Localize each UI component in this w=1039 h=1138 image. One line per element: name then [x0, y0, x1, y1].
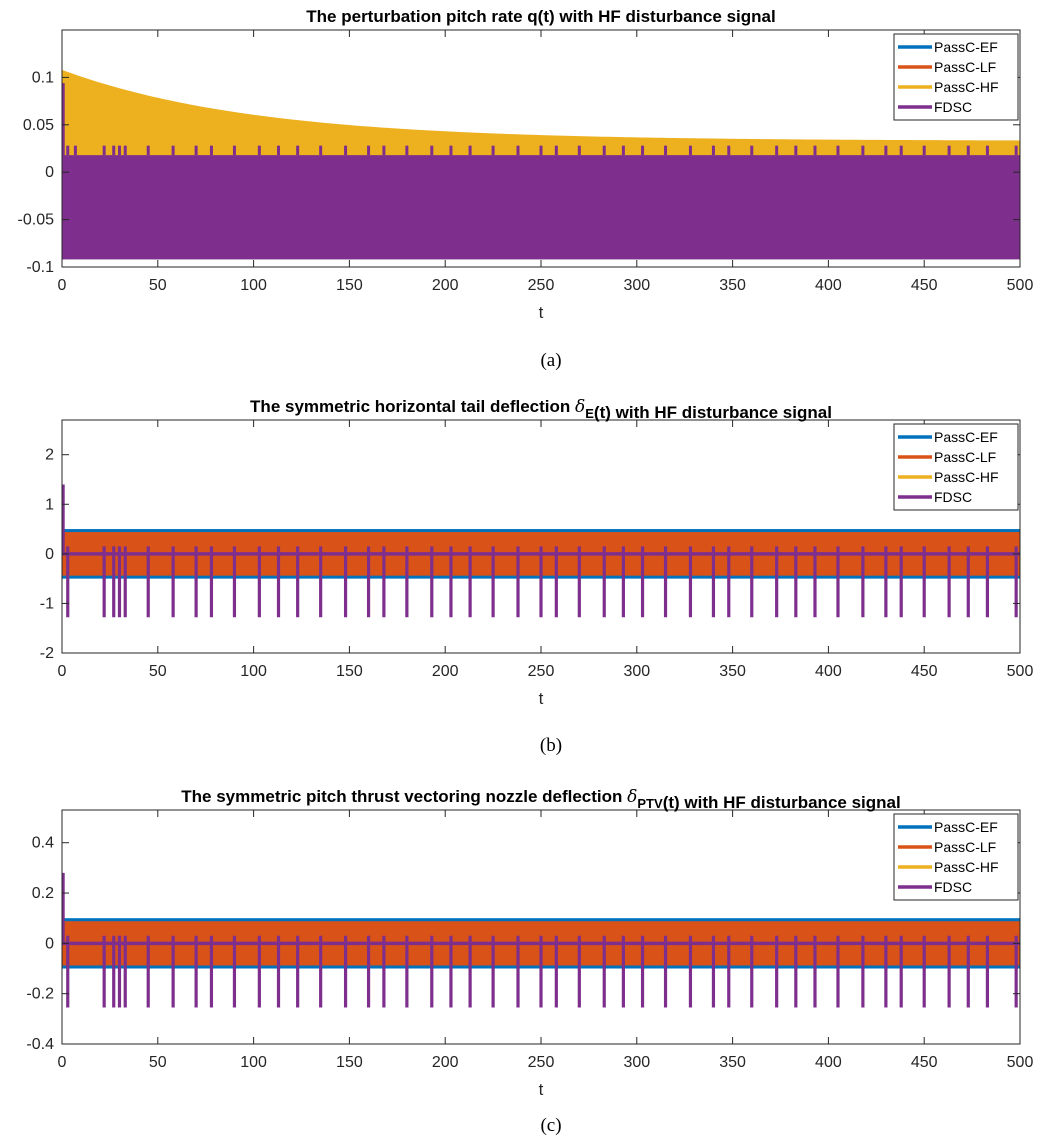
- x-tick-label: 350: [719, 1054, 746, 1071]
- plot-area: [62, 69, 1020, 260]
- x-tick-label: 450: [911, 1054, 938, 1071]
- x-tick-label: 0: [58, 1054, 67, 1071]
- x-tick-label: 350: [719, 277, 746, 294]
- x-tick-label: 100: [240, 663, 267, 680]
- y-tick-label: 0.1: [32, 69, 54, 86]
- y-tick-label: -1: [40, 595, 54, 612]
- x-tick-label: 50: [149, 1054, 167, 1071]
- x-tick-label: 150: [336, 663, 363, 680]
- legend-entry: FDSC: [934, 99, 972, 115]
- band: [62, 155, 1020, 260]
- legend: PassC-EF PassC-LF PassC-HF FDSC: [893, 33, 1019, 121]
- y-tick-label: 0: [45, 935, 54, 952]
- x-tick-label: 150: [336, 1054, 363, 1071]
- x-tick-label: 100: [240, 277, 267, 294]
- x-tick-label: 0: [58, 277, 67, 294]
- x-tick-label: 500: [1007, 277, 1034, 294]
- x-tick-label: 300: [623, 277, 650, 294]
- legend-entry: PassC-LF: [934, 59, 996, 75]
- y-tick-label: -0.05: [18, 212, 55, 229]
- x-tick-label: 50: [149, 277, 167, 294]
- x-tick-label: 500: [1007, 1054, 1034, 1071]
- x-tick-label: 400: [815, 277, 842, 294]
- chart-title: The perturbation pitch rate q(t) with HF…: [306, 7, 775, 26]
- x-tick-label: 200: [432, 1054, 459, 1071]
- y-tick-label: 2: [45, 447, 54, 464]
- y-tick-label: 0.4: [32, 835, 54, 852]
- x-tick-label: 350: [719, 663, 746, 680]
- x-tick-label: 400: [815, 663, 842, 680]
- legend-entry: PassC-EF: [934, 429, 998, 445]
- x-axis-label: t: [539, 303, 544, 322]
- chart-title: The symmetric horizontal tail deflection…: [250, 397, 832, 422]
- chart-panel-2: 0 50 100 150 200 250 300 350 400 450 500 -2 -1 0 1 2 The…: [40, 397, 1034, 756]
- legend-entry: FDSC: [934, 879, 972, 895]
- legend-entry: PassC-HF: [934, 859, 999, 875]
- x-axis-label: t: [539, 689, 544, 708]
- chart-panel-1: 0 50 100 150 200 250 300 350 400 450 500 -0.1 -0.05 0…: [18, 7, 1034, 371]
- panel-caption: (b): [540, 735, 562, 756]
- legend-entry: PassC-HF: [934, 469, 999, 485]
- x-tick-label: 100: [240, 1054, 267, 1071]
- legend-entry: PassC-LF: [934, 839, 996, 855]
- x-tick-label: 200: [432, 277, 459, 294]
- x-tick-label: 300: [623, 1054, 650, 1071]
- y-tick-label: -0.1: [26, 259, 54, 276]
- x-tick-label: 250: [528, 277, 555, 294]
- x-tick-label: 300: [623, 663, 650, 680]
- panel-caption: (c): [540, 1115, 561, 1136]
- x-tick-label: 250: [528, 1054, 555, 1071]
- legend-entry: PassC-EF: [934, 39, 998, 55]
- x-tick-label: 0: [58, 663, 67, 680]
- y-tick-label: 1: [45, 496, 54, 513]
- y-tick-label: -0.2: [26, 986, 54, 1003]
- x-tick-label: 250: [528, 663, 555, 680]
- x-tick-label: 50: [149, 663, 167, 680]
- x-tick-label: 150: [336, 277, 363, 294]
- x-axis-label: t: [539, 1080, 544, 1099]
- legend-entry: PassC-LF: [934, 449, 996, 465]
- x-tick-label: 400: [815, 1054, 842, 1071]
- y-tick-label: -2: [40, 645, 54, 662]
- chart-panel-3: 0 50 100 150 200 250 300 350 400 450 500 -0.4 -0.2 0 0…: [26, 787, 1033, 1136]
- panel-caption: (a): [540, 350, 561, 371]
- legend: PassC-EF PassC-LF PassC-HF FDSC: [893, 423, 1019, 511]
- series-fdsc: [62, 83, 1020, 260]
- x-tick-label: 450: [911, 663, 938, 680]
- y-tick-label: 0: [45, 546, 54, 563]
- y-tick-label: 0: [45, 164, 54, 181]
- legend: PassC-EF PassC-LF PassC-HF FDSC: [893, 813, 1019, 901]
- x-tick-label: 200: [432, 663, 459, 680]
- x-tick-label: 500: [1007, 663, 1034, 680]
- legend-entry: PassC-EF: [934, 819, 998, 835]
- y-tick-label: -0.4: [26, 1036, 54, 1053]
- y-tick-label: 0.2: [32, 885, 54, 902]
- series-fdsc: [62, 484, 1020, 618]
- y-tick-label: 0.05: [23, 117, 54, 134]
- plot-area: [62, 872, 1020, 1008]
- chart-title: The symmetric pitch thrust vectoring noz…: [181, 787, 900, 812]
- plot-area: [62, 484, 1020, 618]
- legend-entry: PassC-HF: [934, 79, 999, 95]
- series-fdsc: [62, 872, 1020, 1008]
- legend-entry: FDSC: [934, 489, 972, 505]
- x-tick-label: 450: [911, 277, 938, 294]
